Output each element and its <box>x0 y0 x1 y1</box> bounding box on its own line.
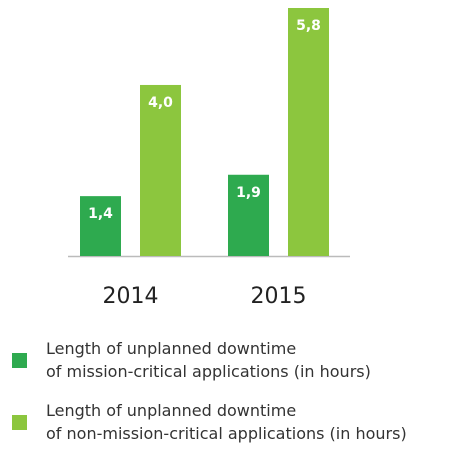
bar <box>140 84 181 256</box>
chart: 1,4 4,0 2014 1,9 5,8 2015 <box>68 8 350 309</box>
bar <box>80 196 121 256</box>
legend-swatch <box>12 414 27 430</box>
value-label: 1,9 <box>236 185 261 201</box>
value-label: 5,8 <box>296 18 321 34</box>
bar <box>288 8 329 256</box>
x-tick-label: 2014 <box>103 284 159 309</box>
bar <box>228 174 269 256</box>
x-tick-label: 2015 <box>251 284 307 309</box>
legend-label: Length of unplanned downtime of mission-… <box>46 339 371 381</box>
value-label: 4,0 <box>148 95 173 111</box>
legend-label: Length of unplanned downtime of non-miss… <box>46 401 407 443</box>
value-label: 1,4 <box>88 206 113 222</box>
legend-swatch <box>12 352 27 368</box>
legend-item: Length of unplanned downtime of non-miss… <box>12 399 407 445</box>
legend-item: Length of unplanned downtime of mission-… <box>12 337 371 383</box>
